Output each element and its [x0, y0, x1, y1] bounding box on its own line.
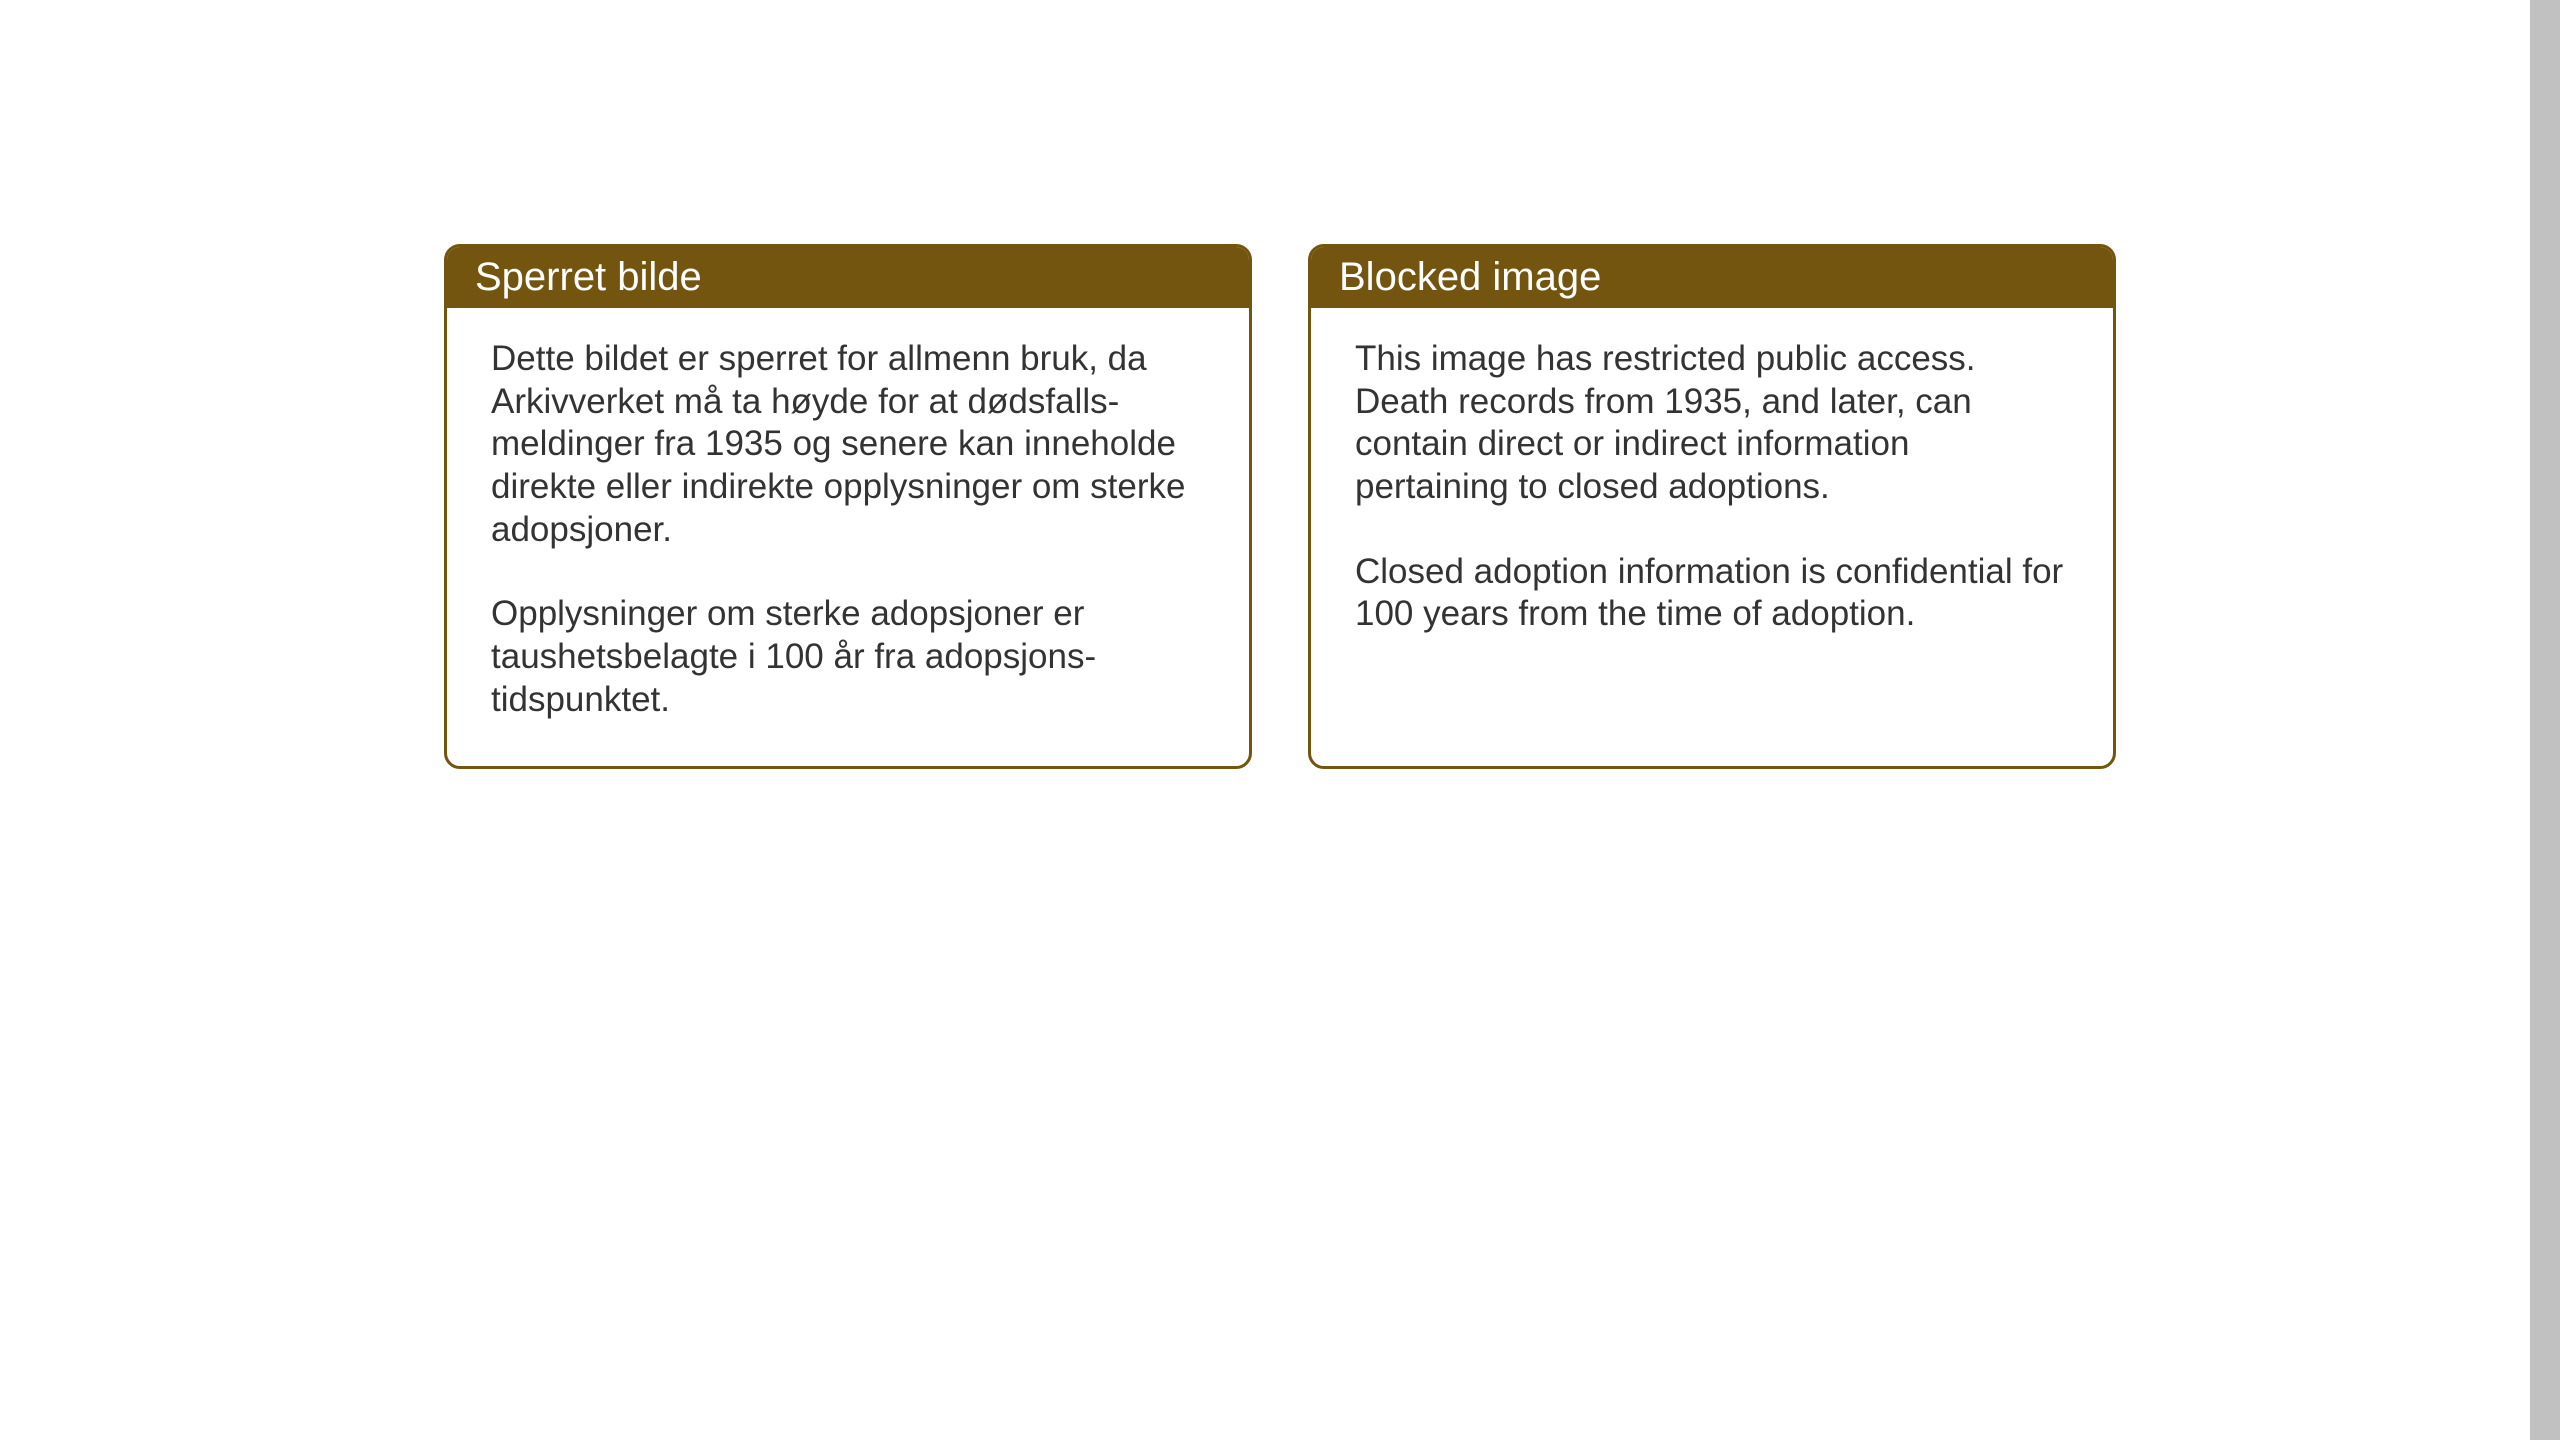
card-header-norwegian: Sperret bilde — [447, 247, 1249, 308]
card-paragraph-2-english: Closed adoption information is confident… — [1355, 551, 2069, 636]
card-header-english: Blocked image — [1311, 247, 2113, 308]
card-body-norwegian: Dette bildet er sperret for allmenn bruk… — [447, 308, 1249, 766]
card-english: Blocked image This image has restricted … — [1308, 244, 2116, 769]
card-paragraph-1-english: This image has restricted public access.… — [1355, 338, 2069, 509]
card-norwegian: Sperret bilde Dette bildet er sperret fo… — [444, 244, 1252, 769]
card-body-english: This image has restricted public access.… — [1311, 308, 2113, 680]
cards-container: Sperret bilde Dette bildet er sperret fo… — [444, 244, 2116, 769]
scrollbar[interactable] — [2530, 0, 2560, 1440]
scrollbar-thumb[interactable] — [2530, 0, 2560, 1440]
card-paragraph-2-norwegian: Opplysninger om sterke adopsjoner er tau… — [491, 593, 1205, 721]
card-paragraph-1-norwegian: Dette bildet er sperret for allmenn bruk… — [491, 338, 1205, 551]
